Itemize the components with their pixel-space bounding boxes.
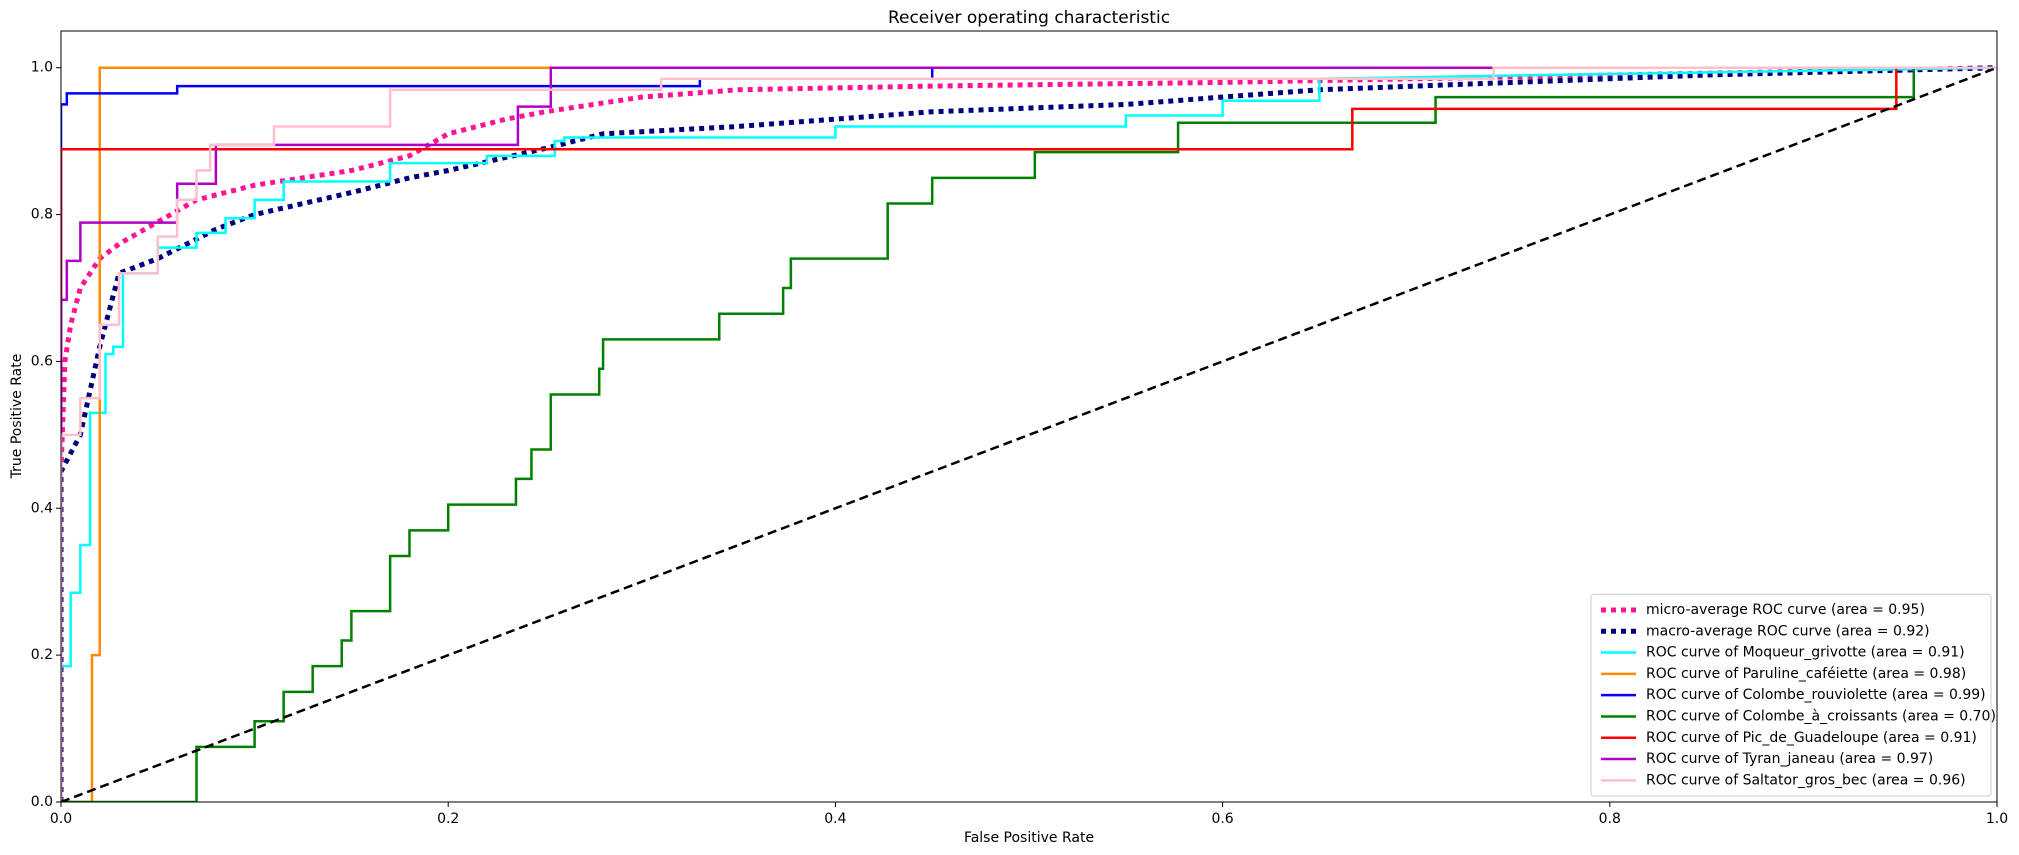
y-axis-label: True Positive Rate xyxy=(9,354,25,480)
x-tick-label: 0.4 xyxy=(824,811,846,827)
plot xyxy=(61,65,1997,802)
y-tick-label: 0.4 xyxy=(31,500,53,516)
chance-line xyxy=(61,66,1997,802)
legend-label: ROC curve of Paruline_caféiette (area = … xyxy=(1646,666,1966,682)
legend-label: macro-average ROC curve (area = 0.92) xyxy=(1646,623,1930,639)
x-tick-label: 0.6 xyxy=(1211,811,1233,827)
x-tick-label: 0.2 xyxy=(437,811,459,827)
x-tick-label: 0.0 xyxy=(50,811,72,827)
roc-curve xyxy=(61,66,1997,802)
chart-title: Receiver operating characteristic xyxy=(888,8,1170,28)
legend-label: ROC curve of Tyran_janeau (area = 0.97) xyxy=(1646,751,1933,767)
legend-label: micro-average ROC curve (area = 0.95) xyxy=(1646,602,1925,618)
legend-label: ROC curve of Moqueur_grivotte (area = 0.… xyxy=(1646,645,1965,661)
legend-box xyxy=(1590,593,1992,797)
y-tick-label: 0.6 xyxy=(31,353,53,369)
y-tick-label: 1.0 xyxy=(31,60,53,76)
roc-curve xyxy=(61,66,1997,802)
y-tick-label: 0.0 xyxy=(31,794,53,810)
legend-label: ROC curve of Colombe_rouviolette (area =… xyxy=(1646,687,1986,703)
legend-label: ROC curve of Pic_de_Guadeloupe (area = 0… xyxy=(1646,730,1977,746)
x-tick-label: 0.8 xyxy=(1599,811,1621,827)
legend-label: ROC curve of Colombe_à_croissants (area … xyxy=(1646,708,1996,724)
roc-curve xyxy=(61,66,1997,802)
x-tick-label: 1.0 xyxy=(1986,811,2008,827)
roc-curve xyxy=(61,65,1997,802)
y-tick-label: 0.2 xyxy=(31,647,53,663)
roc-curve xyxy=(61,66,1997,802)
x-axis-label: False Positive Rate xyxy=(964,830,1094,846)
plot-frame xyxy=(60,30,1998,803)
roc-curve xyxy=(61,65,1997,802)
legend-label: ROC curve of Saltator_gros_bec (area = 0… xyxy=(1646,772,1966,788)
y-tick-label: 0.8 xyxy=(31,207,53,223)
roc-curve xyxy=(61,66,1997,802)
roc-curve xyxy=(61,66,1997,802)
